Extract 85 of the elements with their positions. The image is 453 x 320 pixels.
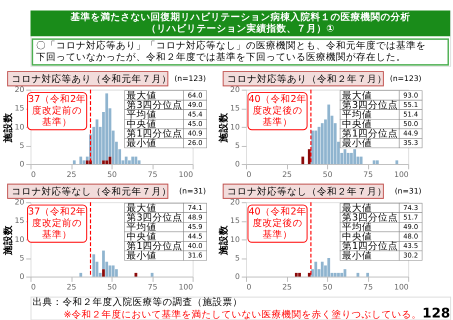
ref-line-label: 40（令和2年度改定後の基準）	[248, 206, 307, 241]
annotation: 最小値	[342, 136, 372, 149]
annotation: 最小値	[126, 136, 156, 149]
y-axis-title: 施設数	[217, 224, 230, 256]
ref-line-label: 37（令和2年度改定前の基準）	[28, 93, 86, 128]
x-tick-label: 0	[246, 170, 252, 179]
ref-line-label: 40（令和2年度改定後の基準）	[248, 93, 307, 128]
x-tick-label: 100	[394, 170, 409, 179]
x-tick-label: 75	[148, 282, 158, 292]
ref-line-label: 37（令和2年度改定前の基準）	[28, 206, 86, 241]
annotation: 第1四分位点	[342, 127, 398, 140]
y-tick-label: 10	[230, 122, 240, 132]
annotation: 中央値	[342, 118, 372, 130]
y-tick-label: 15	[14, 104, 24, 113]
y-tick-label: 15	[230, 104, 240, 113]
source-note: 出典：令和２年度入院医療等の調査（施設票）	[32, 296, 242, 308]
annotation: 中央値	[126, 118, 156, 130]
annotation: 平均値	[126, 220, 156, 233]
annotation: 最大値	[342, 89, 372, 102]
x-tick-label: 50	[107, 282, 118, 292]
chart-title: コロナ対応等あり（令和元年７月）	[11, 73, 172, 86]
x-tick-label: 100	[178, 170, 194, 179]
text: ※令和２年度において基準を満たしていない医療機関を赤く塗りつぶしている。	[64, 308, 422, 320]
text: 〇「コロナ対応等あり」「コロナ対応等なし」の医療機関とも、令和元年度では基準を下回っていなかったが、令和２年度では基準を下回っている医療機関が存在した。	[36, 40, 426, 64]
chart-title: コロナ対応等なし（令和２年７月）	[226, 186, 387, 198]
y-tick-label: 20	[230, 198, 240, 207]
x-tick-label: 25	[66, 170, 77, 179]
annotation: 第3四分位点	[342, 98, 398, 111]
annotation: 最小値	[126, 249, 156, 262]
annotation: 最大値	[126, 89, 156, 102]
chart-title: コロナ対応等なし（令和元年７月）	[11, 186, 172, 198]
chart-title: コロナ対応等あり（令和２年７月）	[226, 73, 387, 86]
annotation: 平均値	[126, 108, 156, 120]
y-tick-label: 10	[14, 234, 24, 244]
chart-subtitle: (n=123)	[390, 74, 422, 84]
x-tick-label: 0	[246, 282, 252, 292]
annotation: 第1四分位点	[126, 127, 183, 140]
x-tick-label: 100	[394, 282, 409, 292]
x-tick-label: 25	[282, 170, 292, 179]
annotation: 第1四分位点	[126, 240, 183, 252]
y-tick-label: 20	[14, 85, 24, 94]
text: 128	[422, 306, 450, 320]
y-axis-title: 施設数	[217, 111, 230, 144]
chart-subtitle: (n=31)	[394, 186, 422, 196]
x-tick-label: 0	[30, 282, 36, 292]
chart-subtitle: (n=31)	[179, 186, 206, 196]
y-tick-label: 20	[14, 198, 24, 207]
annotation: 中央値	[342, 230, 372, 242]
text: 基準を満たさない回復期リハビリテーション病棟入院料１の医療機関の分析（リハビリテーション実績指数、７月）①	[69, 11, 410, 35]
annotation: 平均値	[342, 108, 372, 120]
y-axis-title: 施設数	[2, 111, 14, 144]
annotation: 最大値	[342, 202, 372, 214]
x-tick-label: 50	[322, 170, 333, 179]
y-tick-label: 5	[19, 253, 24, 262]
annotation: 第3四分位点	[126, 211, 183, 224]
y-tick-label: 10	[230, 234, 240, 244]
y-tick-label: 15	[14, 216, 24, 226]
annotation: 平均値	[342, 220, 372, 233]
y-tick-label: 5	[19, 140, 24, 150]
x-tick-label: 25	[66, 282, 77, 292]
y-tick-label: 10	[14, 122, 24, 132]
y-tick-label: 0	[235, 272, 240, 281]
y-tick-label: 20	[230, 85, 240, 94]
x-tick-label: 75	[363, 170, 374, 179]
x-tick-label: 100	[178, 282, 194, 292]
annotation: 第3四分位点	[342, 211, 398, 224]
y-tick-label: 15	[230, 216, 240, 226]
annotation: 最小値	[342, 249, 372, 262]
y-tick-label: 0	[19, 272, 24, 281]
annotation: 第1四分位点	[342, 240, 398, 252]
x-tick-label: 25	[282, 282, 292, 292]
y-tick-label: 5	[235, 140, 240, 150]
y-tick-label: 0	[19, 159, 24, 168]
x-tick-label: 0	[30, 170, 36, 179]
chart-subtitle: (n=123)	[174, 74, 206, 84]
annotation: 第3四分位点	[126, 98, 183, 111]
x-tick-label: 75	[363, 282, 374, 292]
annotation: 最大値	[126, 202, 156, 214]
y-axis-title: 施設数	[2, 224, 14, 256]
x-tick-label: 75	[148, 170, 158, 179]
x-tick-label: 50	[322, 282, 333, 292]
annotation: 中央値	[126, 230, 156, 242]
y-tick-label: 5	[235, 253, 240, 262]
y-tick-label: 0	[235, 159, 240, 168]
x-tick-label: 50	[107, 170, 118, 179]
